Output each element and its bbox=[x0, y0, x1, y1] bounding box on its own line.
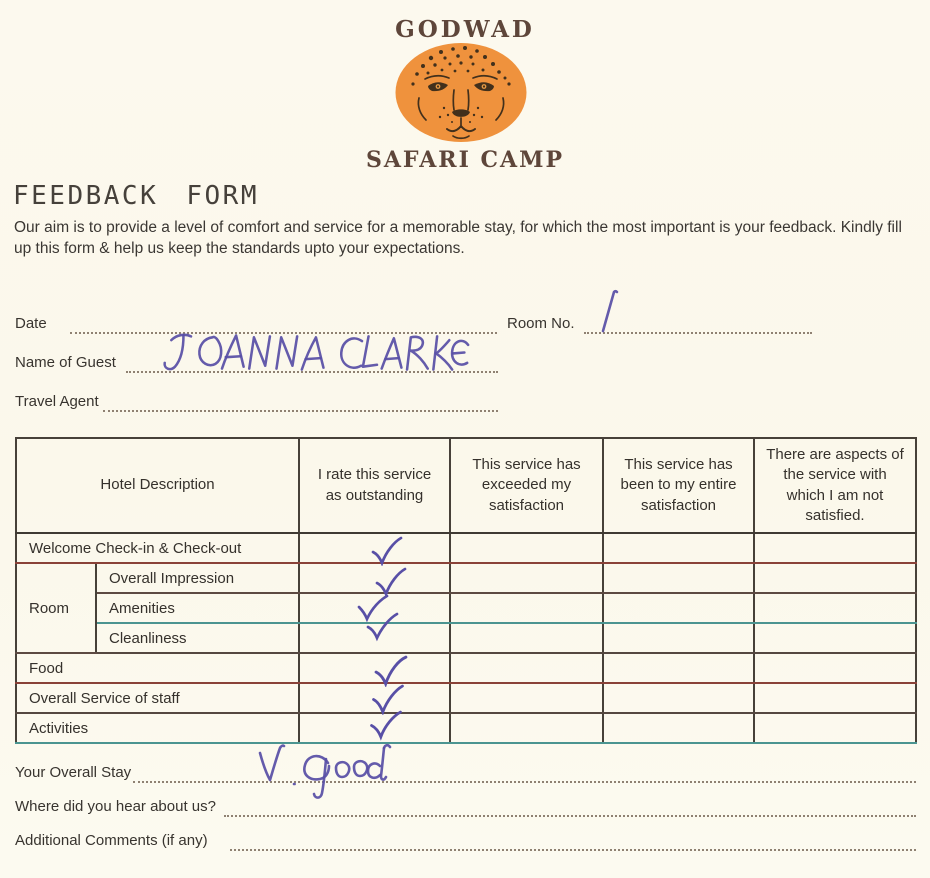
intro-paragraph: Our aim is to provide a level of comfort… bbox=[14, 219, 902, 258]
rating-cell-checked[interactable] bbox=[298, 562, 451, 597]
rating-cell-checked[interactable] bbox=[298, 682, 451, 715]
rating-cell-checked[interactable] bbox=[298, 652, 451, 687]
table-row: Overall Service of staff bbox=[15, 682, 917, 715]
rating-cell[interactable] bbox=[449, 652, 604, 684]
row-label-welcome: Welcome Check-in & Check-out bbox=[15, 532, 300, 564]
additional-comments-line[interactable] bbox=[230, 849, 916, 851]
checkmark bbox=[312, 684, 404, 715]
guest-name-handwriting bbox=[163, 333, 470, 371]
table-row: Room Overall Impression bbox=[15, 562, 917, 654]
row-label-service-of-staff: Overall Service of staff bbox=[15, 682, 300, 714]
rating-cell[interactable] bbox=[449, 622, 604, 654]
additional-comments-label: Additional Comments (if any) bbox=[15, 832, 208, 849]
checkmark bbox=[312, 655, 408, 687]
travel-agent-line[interactable] bbox=[103, 410, 498, 412]
rating-cell-checked[interactable] bbox=[298, 532, 451, 566]
overall-stay-line[interactable] bbox=[133, 781, 916, 783]
rating-cell[interactable] bbox=[449, 532, 604, 564]
row-label-activities: Activities bbox=[15, 712, 300, 744]
rating-table: Hotel Description I rate this service as… bbox=[15, 437, 917, 744]
rating-cell[interactable] bbox=[602, 592, 755, 624]
logo-top-text: GODWAD bbox=[395, 16, 535, 43]
row-label-amenities: Amenities bbox=[95, 592, 300, 624]
logo-bottom-text: SAFARI CAMP bbox=[365, 147, 565, 173]
table-row: Welcome Check-in & Check-out bbox=[15, 532, 917, 566]
checkmark bbox=[312, 594, 389, 623]
page-title: FEEDBACK FORM bbox=[13, 181, 259, 211]
header-hotel-description: Hotel Description bbox=[15, 437, 300, 534]
rating-cell[interactable] bbox=[602, 652, 755, 684]
row-label-cleanliness: Cleanliness bbox=[95, 622, 300, 654]
rating-cell[interactable] bbox=[602, 532, 755, 564]
name-of-guest-label: Name of Guest bbox=[15, 354, 116, 371]
rating-cell-checked[interactable] bbox=[298, 710, 451, 744]
hear-about-us-line[interactable] bbox=[224, 815, 916, 817]
table-row: Amenities bbox=[16, 592, 917, 624]
table-row: Cleanliness bbox=[16, 612, 917, 654]
row-label-overall-impression: Overall Impression bbox=[95, 562, 300, 594]
rating-cell[interactable] bbox=[753, 652, 917, 684]
rating-cell[interactable] bbox=[602, 712, 755, 744]
rating-cell[interactable] bbox=[753, 562, 917, 594]
overall-stay-handwriting bbox=[258, 743, 392, 799]
rating-cell[interactable] bbox=[602, 622, 755, 654]
overall-stay-label: Your Overall Stay bbox=[15, 764, 132, 781]
leopard-logo-icon bbox=[395, 43, 527, 142]
rating-cell[interactable] bbox=[449, 712, 604, 744]
date-line[interactable] bbox=[70, 332, 497, 334]
table-header-row: Hotel Description I rate this service as… bbox=[15, 437, 917, 534]
room-no-label: Room No. bbox=[507, 315, 575, 332]
header-exceeded: This service has exceeded my satisfactio… bbox=[449, 437, 604, 534]
table-row: Activities bbox=[15, 710, 917, 744]
rating-cell[interactable] bbox=[753, 712, 917, 744]
rating-cell[interactable] bbox=[753, 532, 917, 564]
checkmark bbox=[312, 565, 407, 597]
travel-agent-label: Travel Agent bbox=[15, 393, 99, 410]
rating-cell[interactable] bbox=[449, 682, 604, 714]
rating-cell[interactable] bbox=[753, 592, 917, 624]
checkmark bbox=[312, 535, 403, 566]
rating-cell[interactable] bbox=[753, 682, 917, 714]
rating-cell[interactable] bbox=[602, 562, 755, 594]
name-of-guest-line[interactable] bbox=[126, 371, 498, 373]
header-not-satisfied: There are aspects of the service with wh… bbox=[753, 437, 917, 534]
rating-cell[interactable] bbox=[753, 622, 917, 654]
row-group-room: Room bbox=[15, 562, 97, 654]
row-label-food: Food bbox=[15, 652, 300, 684]
rating-cell[interactable] bbox=[449, 562, 604, 594]
rating-cell-checked[interactable] bbox=[298, 612, 451, 654]
date-label: Date bbox=[15, 315, 47, 332]
rating-cell-checked[interactable] bbox=[298, 592, 451, 624]
room-no-handwriting bbox=[601, 289, 619, 333]
room-no-line[interactable] bbox=[584, 332, 812, 334]
table-row: Food bbox=[15, 652, 917, 687]
checkmark bbox=[312, 612, 399, 651]
header-entire-satisfaction: This service has been to my entire satis… bbox=[602, 437, 755, 534]
hear-about-us-label: Where did you hear about us? bbox=[15, 798, 216, 815]
rating-cell[interactable] bbox=[602, 682, 755, 714]
header-outstanding: I rate this service as outstanding bbox=[298, 437, 451, 534]
rating-cell[interactable] bbox=[449, 592, 604, 624]
checkmark bbox=[312, 710, 402, 741]
